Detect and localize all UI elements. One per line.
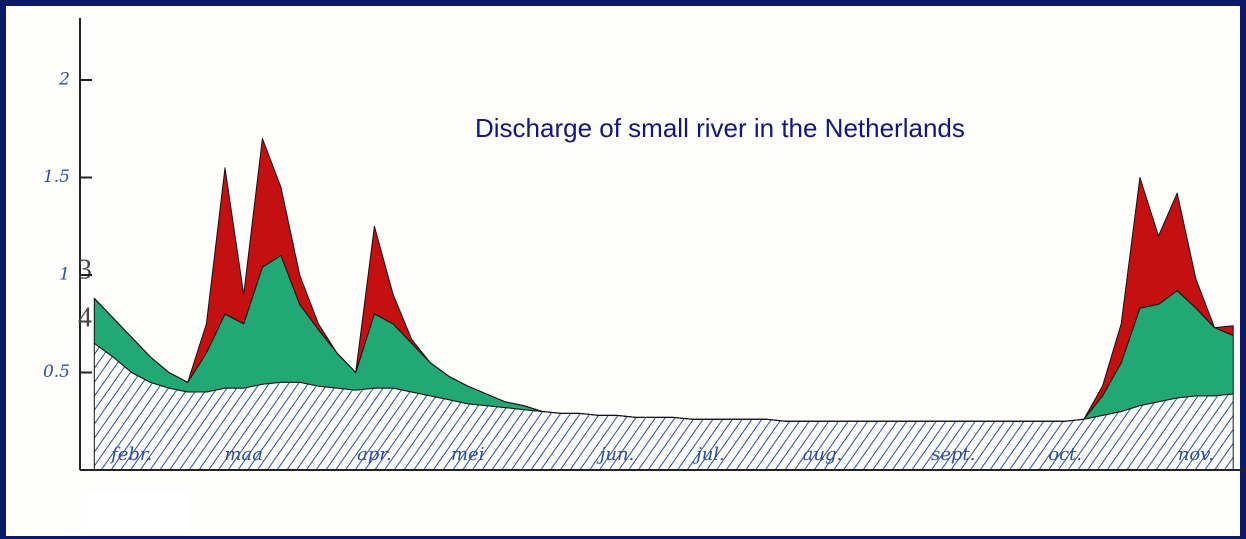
y-tick-label: 1 — [59, 265, 70, 285]
blank-patch — [88, 492, 188, 532]
x-tick-label: apr. — [357, 444, 392, 465]
chart: Discharge of small river in the Netherla… — [0, 0, 1246, 539]
y-tick-label: 0.5 — [43, 362, 70, 382]
x-tick-label: jul. — [692, 444, 725, 465]
x-tick-label: maa — [224, 444, 263, 465]
y-tick-label: 1.5 — [43, 167, 70, 187]
x-tick-label: febr. — [109, 444, 152, 465]
x-tick-label: nov. — [1178, 444, 1214, 465]
annotation: 4 — [78, 302, 92, 333]
x-tick-label: jun. — [596, 444, 635, 465]
annotation: 3 — [78, 254, 92, 285]
page: Discharge of small river in the Netherla… — [0, 0, 1246, 539]
x-tick-label: oct. — [1048, 444, 1082, 465]
chart-title: Discharge of small river in the Netherla… — [475, 113, 965, 143]
x-tick-label: mei — [451, 444, 484, 465]
y-tick-label: 2 — [58, 70, 70, 90]
x-tick-label: sept. — [931, 444, 975, 465]
x-tick-label: aug. — [803, 444, 843, 465]
